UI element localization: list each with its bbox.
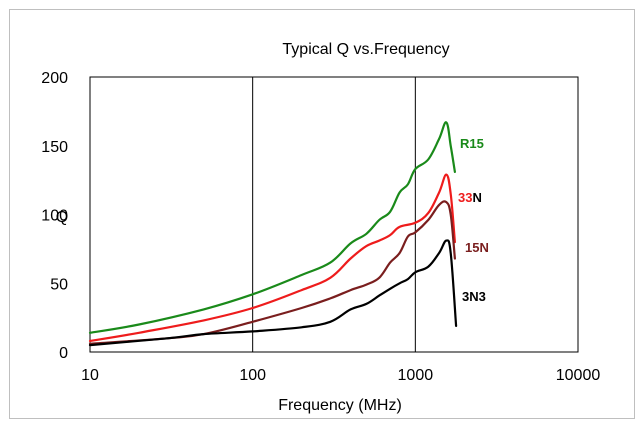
y-tick-label-100: 100: [41, 208, 68, 225]
chart-title: Typical Q vs.Frequency: [282, 41, 449, 58]
y-tick-labels: 0 50 100 150 200: [41, 70, 68, 362]
series-line-3n3: [88, 239, 458, 347]
y-tick-label-200: 200: [41, 70, 68, 87]
series-label-3n3: 3N3: [462, 289, 486, 304]
series-label-15n: 15N: [465, 240, 489, 255]
gridlines: [252, 77, 416, 352]
series-layer: [88, 121, 458, 347]
plot-area: [89, 76, 579, 353]
series-line-r15: [88, 121, 456, 334]
series-line-15n: [88, 200, 456, 345]
y-tick-label-150: 150: [41, 139, 68, 156]
x-tick-label-100: 100: [239, 367, 266, 384]
series-line-33n: [88, 173, 456, 343]
x-axis-title: Frequency (MHz): [278, 397, 402, 414]
x-tick-label-1000: 1000: [398, 367, 434, 384]
x-tick-labels: 10 100 1000 10000: [81, 367, 600, 384]
series-label-r15: R15: [460, 136, 484, 151]
y-axis-title: Q: [56, 209, 68, 226]
x-tick-label-10000: 10000: [556, 367, 601, 384]
x-tick-label-10: 10: [81, 367, 99, 384]
series-labels: R15 33N 15N 3N3: [458, 136, 489, 304]
y-tick-label-50: 50: [50, 276, 68, 293]
y-tick-label-0: 0: [59, 345, 68, 362]
series-label-33n: 33N: [458, 190, 482, 205]
